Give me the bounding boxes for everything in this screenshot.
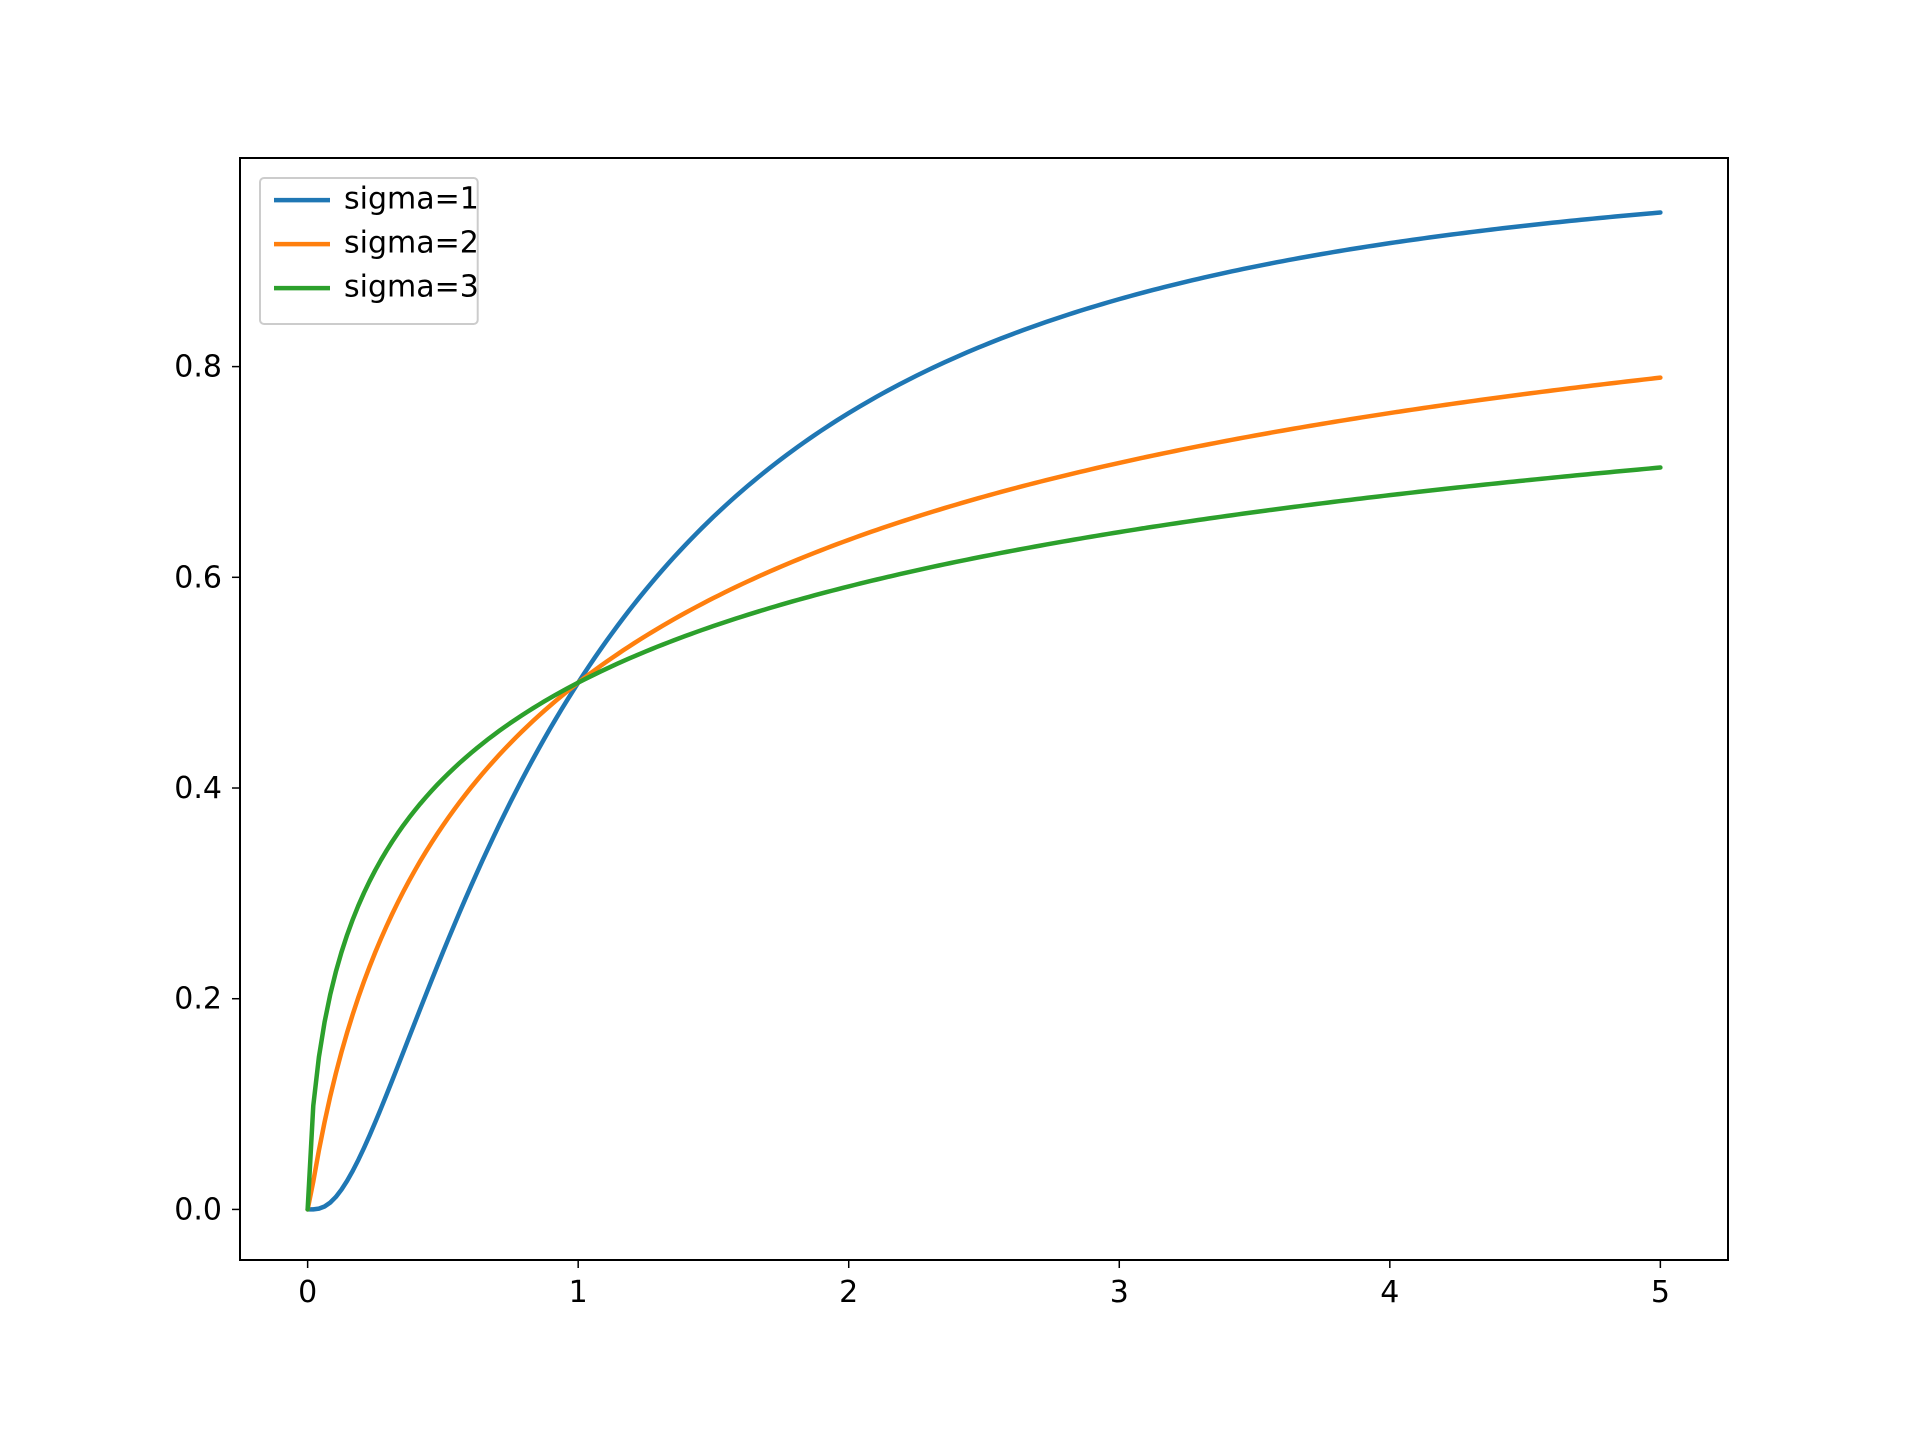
x-tick-label: 5 [1651,1275,1670,1310]
y-tick-label: 0.0 [174,1192,222,1227]
legend: sigma=1 sigma=2 sigma=3 [260,178,479,324]
legend-label-sigma3: sigma=3 [344,270,479,305]
x-tick-label: 3 [1110,1275,1129,1310]
y-tick-label: 0.8 [174,350,222,385]
line-chart: 0123450.00.20.40.60.8sigma=1sigma=2sigma… [0,0,1920,1440]
y-tick-label: 0.6 [174,560,222,595]
y-tick-label: 0.2 [174,982,222,1017]
x-tick-label: 0 [298,1275,317,1310]
chart-container: 0123450.00.20.40.60.8sigma=1sigma=2sigma… [0,0,1920,1440]
y-tick-label: 0.4 [174,771,222,806]
legend-label-sigma1: sigma=1 [344,182,479,217]
legend-label-sigma2: sigma=2 [344,226,479,261]
x-tick-label: 1 [569,1275,588,1310]
x-tick-label: 4 [1380,1275,1399,1310]
x-tick-label: 2 [839,1275,858,1310]
